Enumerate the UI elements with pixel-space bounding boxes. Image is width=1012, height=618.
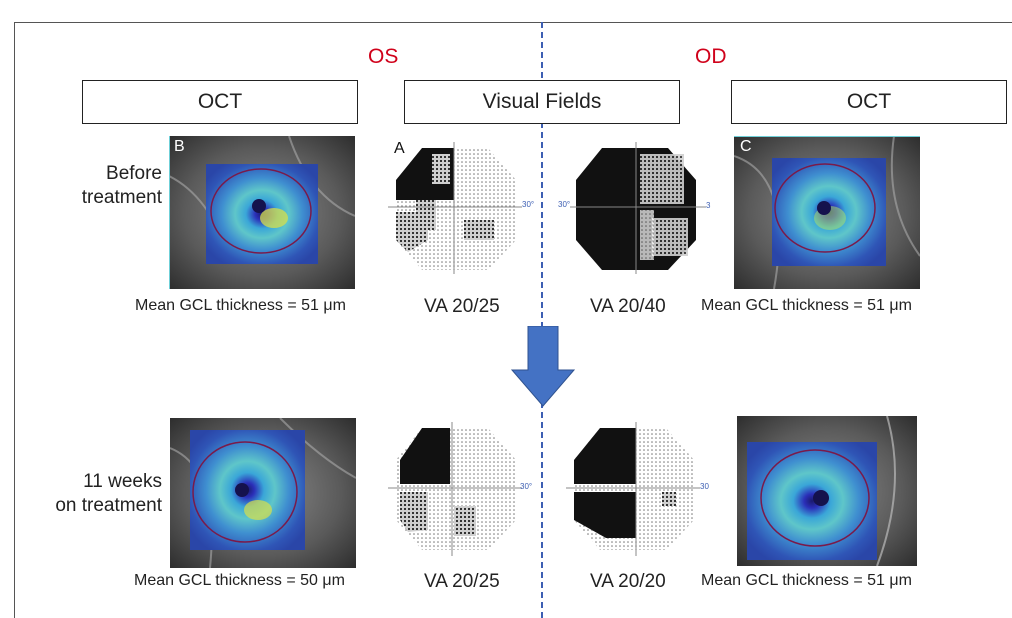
header-visual-fields-label: Visual Fields — [482, 90, 602, 113]
oct-od-before-image — [734, 136, 920, 289]
vf-od-before — [570, 142, 706, 274]
caption-before-os-va: VA 20/25 — [424, 296, 500, 317]
panel-letter-b: B — [174, 138, 185, 155]
panel-letter-c: C — [740, 138, 752, 155]
eye-label-od: OD — [695, 45, 727, 68]
frame-top — [14, 22, 1012, 23]
caption-after-od-gcl: Mean GCL thickness = 51 μm — [701, 572, 912, 589]
eye-label-os: OS — [368, 45, 399, 68]
header-oct-od: OCT — [731, 80, 1007, 124]
vf-os-before — [388, 142, 522, 274]
header-oct-od-label: OCT — [846, 90, 892, 113]
row-label-after: 11 weeks on treatment — [46, 470, 162, 518]
caption-after-os-gcl: Mean GCL thickness = 50 μm — [134, 572, 345, 589]
caption-before-os-gcl: Mean GCL thickness = 51 μm — [135, 297, 346, 314]
header-visual-fields: Visual Fields — [404, 80, 680, 124]
center-divider — [541, 22, 543, 618]
row-label-after-line2: on treatment — [55, 495, 162, 516]
vf-od-after — [566, 422, 700, 556]
oct-os-after-image — [170, 418, 356, 568]
vf-os-before-deg: 30° — [522, 200, 535, 209]
frame-left — [14, 22, 15, 618]
row-label-before: Before treatment — [60, 162, 162, 210]
caption-before-od-gcl: Mean GCL thickness = 51 μm — [701, 297, 912, 314]
down-arrow — [510, 326, 576, 407]
row-label-before-line1: Before — [106, 163, 162, 184]
vf-os-after — [388, 422, 522, 556]
panel-letter-a: A — [394, 140, 405, 157]
caption-before-od-va: VA 20/40 — [590, 296, 666, 317]
oct-od-after-image — [737, 416, 917, 566]
oct-os-before-image — [169, 136, 355, 289]
vf-od-before-edge: 3 — [706, 201, 711, 210]
row-label-after-line1: 11 weeks — [83, 471, 162, 492]
caption-after-od-va: VA 20/20 — [590, 571, 666, 592]
vf-os-after-deg: 30° — [520, 482, 533, 491]
vf-od-before-deg: 30° — [558, 200, 571, 209]
vf-od-after-edge: 30 — [700, 482, 709, 491]
header-oct-os-label: OCT — [197, 90, 243, 113]
caption-after-os-va: VA 20/25 — [424, 571, 500, 592]
row-label-before-line2: treatment — [81, 187, 162, 208]
header-oct-os: OCT — [82, 80, 358, 124]
